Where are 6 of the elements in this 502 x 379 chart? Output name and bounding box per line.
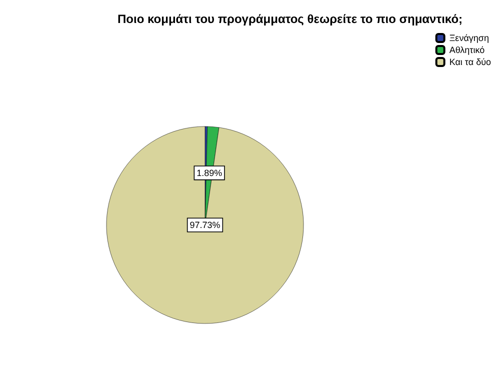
legend-label: Και τα δύο <box>449 57 492 67</box>
data-label: 97.73% <box>190 220 220 230</box>
legend-label: Αθλητικό <box>449 45 485 55</box>
legend-label: Ξενάγηση <box>449 33 489 43</box>
chart-title: Ποιο κομμάτι του προγράμματος θεωρείτε το πιο σημαντικό; <box>117 12 463 26</box>
data-label: 1.89% <box>196 168 222 178</box>
